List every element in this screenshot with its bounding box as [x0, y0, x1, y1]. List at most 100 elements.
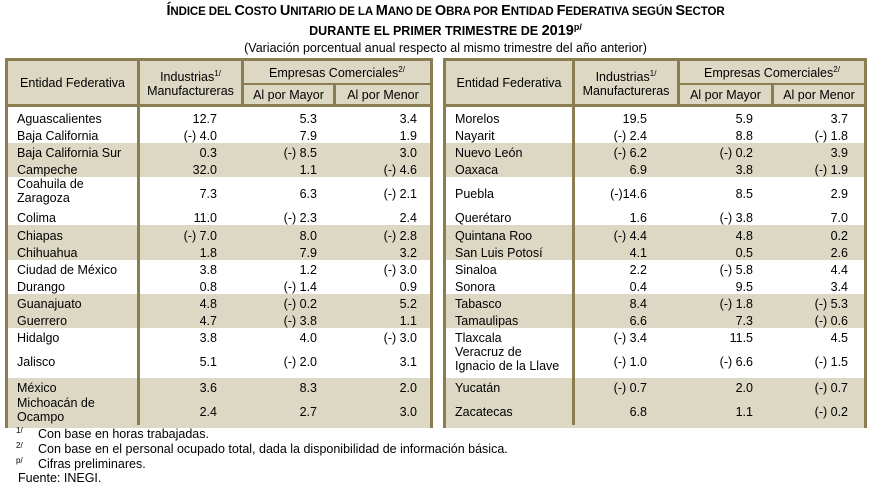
entity-name: Oaxaca	[455, 163, 498, 177]
table-row: Guanajuato 4.8 (-) 0.2 5.2	[8, 295, 430, 312]
header-empresas-label: Empresas Comerciales	[269, 66, 399, 81]
table-header: Entidad Federativa Industrias1/ Manufact…	[8, 61, 430, 107]
footnote-text: Cifras preliminares.	[38, 457, 146, 471]
entity-name: Coahuila de Zaragoza	[17, 177, 84, 205]
value-mayor: 3.8	[735, 162, 753, 177]
value-menor: (-) 2.8	[383, 228, 417, 243]
value-menor: 2.0	[399, 380, 417, 395]
header-industrias: Industrias1/ Manufactureras	[140, 61, 241, 104]
table-row: Veracruz de Ignacio de la Llave (-) 1.0 (-)…	[446, 345, 864, 379]
header-industrias: Industrias1/ Manufactureras	[575, 61, 677, 104]
title-fragment: F	[556, 3, 566, 19]
table-row: Colima 11.0 (-) 2.3 2.4	[8, 210, 430, 225]
value-menor: 0.2	[830, 228, 848, 243]
period-text: DURANTE EL PRIMER TRIMESTRE DE	[309, 24, 542, 39]
entity-name-line1: Campeche	[17, 162, 78, 177]
table-row: Ciudad de México 3.8 1.2 (-) 3.0	[8, 261, 430, 278]
value-menor: 4.4	[830, 262, 848, 277]
title-fragment: NITARIO DE LA	[290, 6, 376, 18]
value-ind: (-) 1.0	[613, 355, 647, 369]
value-menor: 2.9	[830, 186, 848, 201]
value-mayor: (-) 2.3	[283, 210, 317, 225]
value-mayor: (-) 1.8	[719, 296, 753, 311]
footnote-mark: 2/	[16, 441, 23, 450]
table-right: Entidad Federativa Industrias1/ Manufact…	[443, 58, 867, 428]
table-row: Quintana Roo (-) 4.4 4.8 0.2	[446, 227, 864, 244]
entity-name-line2: Ignacio de la Llave	[455, 359, 560, 373]
title-fragment: Í	[166, 3, 171, 19]
table-row: Sinaloa 2.2 (-) 5.8 4.4	[446, 261, 864, 278]
period-year: 2019	[541, 23, 574, 40]
title-fragment: NDICE DEL	[170, 6, 235, 18]
source-note: Fuente: INEGI.	[18, 471, 102, 485]
value-ind: 4.7	[199, 313, 217, 328]
value-mayor: 0.5	[735, 245, 753, 260]
value-ind: (-) 7.0	[183, 228, 217, 243]
value-menor: 3.4	[830, 279, 848, 294]
value-menor: 3.2	[399, 245, 417, 260]
entity-name-line1: Quintana Roo	[455, 228, 533, 243]
value-mayor: 5.3	[299, 111, 317, 126]
value-ind: 11.0	[193, 210, 217, 225]
table-row: Hidalgo 3.8 4.0 (-) 3.0	[8, 329, 430, 346]
value-mayor: 1.1	[299, 162, 317, 177]
title-fragment: BRA POR	[446, 6, 502, 18]
value-ind: 4.8	[199, 296, 217, 311]
entity-name-line1: Baja California	[17, 128, 99, 143]
entity-name-line1: Coahuila de	[17, 177, 84, 191]
value-menor: 3.1	[399, 355, 417, 369]
value-menor: (-) 1.5	[814, 355, 848, 369]
value-ind: (-) 0.7	[613, 380, 647, 395]
table-row: Baja California (-) 4.0 7.9 1.9	[8, 127, 430, 144]
entity-name-line1: Tabasco	[455, 296, 502, 311]
entity-name: Sonora	[455, 280, 495, 294]
table-row: Jalisco 5.1 (-) 2.0 3.1	[8, 345, 430, 379]
entity-name-line1: Nuevo León	[455, 145, 523, 160]
value-mayor: 1.2	[299, 262, 317, 277]
table-row: Sonora 0.4 9.5 3.4	[446, 278, 864, 295]
value-ind: 1.8	[199, 245, 217, 260]
entity-name-line1: Tamaulipas	[455, 313, 519, 328]
value-menor: 1.1	[399, 313, 417, 328]
entity-name-line1: Querétaro	[455, 210, 512, 225]
entity-name-line1: Baja California Sur	[17, 145, 122, 160]
entity-name-line1: San Luis Potosí	[455, 245, 543, 260]
header-empresas: Empresas Comerciales2/	[680, 61, 864, 83]
table-row: Chihuahua 1.8 7.9 3.2	[8, 244, 430, 261]
preliminary-mark: p/	[573, 22, 582, 32]
entity-name: Guanajuato	[17, 297, 82, 311]
table-row: Querétaro 1.6 (-) 3.8 7.0	[446, 210, 864, 225]
entity-name: Colima	[17, 211, 56, 225]
table-row: Morelos 19.5 5.9 3.7	[446, 110, 864, 127]
value-ind: 6.9	[629, 162, 647, 177]
footnote-text: Con base en horas trabajadas.	[38, 427, 209, 441]
value-ind: 8.4	[629, 296, 647, 311]
value-mayor: (-) 1.4	[283, 279, 317, 294]
entity-name: Aguascalientes	[17, 112, 102, 126]
value-ind: 6.6	[629, 313, 647, 328]
value-ind: 5.1	[199, 355, 217, 369]
table-body: Morelos 19.5 5.9 3.7 Nayarit (-) 2.4 8.8 (-) 1.…	[446, 107, 864, 428]
title-fragment: U	[279, 3, 291, 19]
value-ind: (-) 6.2	[613, 145, 647, 160]
value-ind: 3.8	[199, 262, 217, 277]
entity-name-line1: Colima	[17, 210, 56, 225]
table-body: Aguascalientes 12.7 5.3 3.4 Baja California (…	[8, 107, 430, 428]
value-menor: 5.2	[399, 296, 417, 311]
value-ind: (-) 4.4	[613, 228, 647, 243]
table-row: Oaxaca 6.9 3.8 (-) 1.9	[446, 161, 864, 178]
entity-name-line1: Sinaloa	[455, 262, 497, 277]
value-ind: 2.4	[199, 405, 217, 419]
title-fragment: ECTOR	[684, 6, 725, 18]
value-mayor: 4.8	[735, 228, 753, 243]
entity-name: Morelos	[455, 112, 499, 126]
footnote-text: Con base en el personal ocupado total, d…	[38, 442, 508, 456]
value-mayor: 6.3	[299, 186, 317, 201]
title-fragment: OSTO	[244, 6, 280, 18]
value-ind: 7.3	[199, 186, 217, 201]
entity-name: San Luis Potosí	[455, 246, 543, 260]
entity-name-line1: Oaxaca	[455, 162, 499, 177]
header-industrias-l2: Manufactureras	[582, 84, 670, 99]
entity-name: Nuevo León	[455, 146, 522, 160]
table-row: Baja California Sur 0.3 (-) 8.5 3.0	[8, 144, 430, 161]
